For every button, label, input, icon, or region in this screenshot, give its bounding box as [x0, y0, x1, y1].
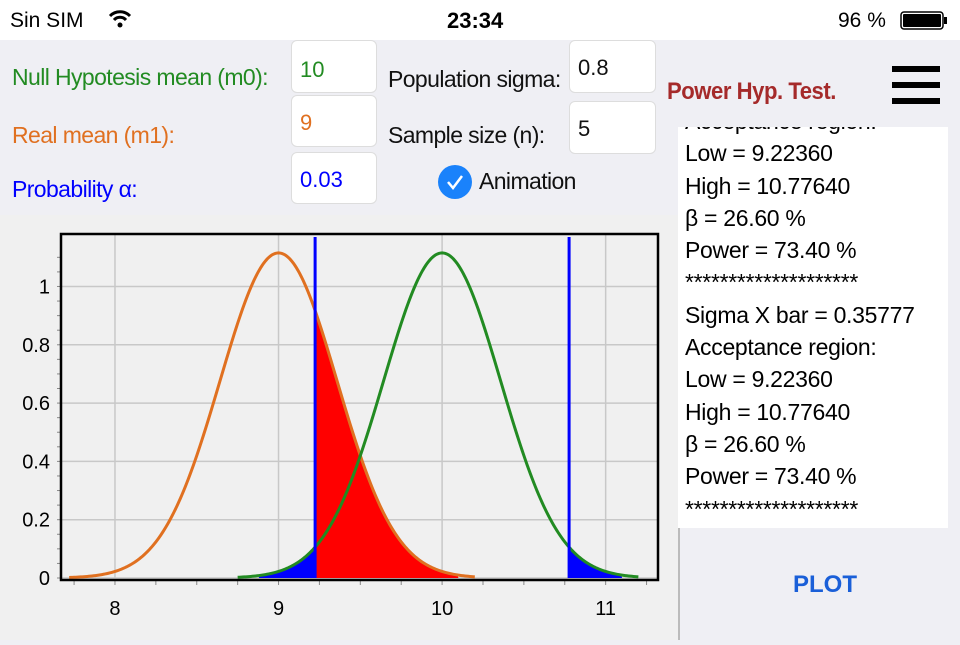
distribution-chart: 8 9 10 11 0 0.2 0.4 0.6 0.8 1 [0, 215, 678, 640]
x-tick-label: 11 [595, 598, 616, 620]
m0-input[interactable]: 10 [291, 40, 377, 93]
y-tick-label: 1 [39, 276, 50, 298]
real-mean-curve [69, 251, 475, 579]
result-line: Low = 9.22360 [685, 366, 833, 393]
status-bar: Sin SIM 23:34 96 % [0, 0, 960, 40]
result-line: Low = 9.22360 [685, 140, 833, 167]
plot-button[interactable]: PLOT [793, 571, 857, 598]
x-tick-label: 9 [273, 598, 284, 620]
m1-input[interactable]: 9 [291, 95, 377, 147]
y-tick-label: 0.8 [22, 335, 50, 357]
result-line: ******************** [685, 269, 859, 296]
alpha-label: Probability α: [12, 176, 138, 202]
result-line: ******************** [685, 495, 859, 522]
animation-label: Animation [479, 168, 576, 194]
results-text[interactable]: Acceptance region: Low = 9.22360 High = 10… [678, 127, 948, 528]
clock: 23:34 [447, 8, 504, 33]
result-line: Power = 73.40 % [685, 237, 857, 264]
sigma-input[interactable]: 0.8 [569, 40, 656, 93]
filled-region-beta [315, 310, 459, 578]
wifi-icon [108, 8, 132, 36]
plot-frame [59, 232, 660, 582]
battery-percent: 96 % [838, 9, 886, 32]
result-line: β = 26.60 % [685, 430, 806, 457]
alpha-input[interactable]: 0.03 [291, 152, 377, 204]
result-line: Sigma X bar = 0.35777 [685, 301, 915, 328]
m0-label: Null Hypotesis mean (m0): [12, 64, 269, 90]
checkmark-icon [438, 165, 472, 204]
filled-region-alpha-right [569, 547, 623, 578]
x-tick-label: 8 [109, 598, 120, 620]
sample-size-input[interactable]: 5 [569, 101, 656, 154]
sample-size-label: Sample size (n): [388, 122, 545, 148]
result-line: β = 26.60 % [685, 204, 806, 231]
x-tick-label: 10 [431, 598, 453, 620]
animation-checkbox[interactable]: Animation [438, 165, 598, 199]
app-title: Power Hyp. Test. [667, 78, 836, 105]
hamburger-menu-icon[interactable] [892, 66, 940, 106]
y-tick-label: 0 [39, 568, 50, 590]
battery-icon [900, 11, 948, 37]
filled-region-alpha-left [258, 547, 316, 578]
plot-panel: PLOT [678, 528, 960, 640]
carrier-label: Sin SIM [10, 9, 84, 32]
null-distribution-curve [237, 251, 639, 579]
result-line: Power = 73.40 % [685, 463, 857, 490]
result-line: High = 10.77640 [685, 172, 850, 199]
y-tick-label: 0.6 [22, 393, 50, 415]
y-tick-label: 0.4 [22, 451, 50, 473]
result-line: Acceptance region: [685, 334, 877, 361]
y-tick-label: 0.2 [22, 510, 50, 532]
m1-label: Real mean (m1): [12, 122, 175, 148]
result-line: High = 10.77640 [685, 398, 850, 425]
sigma-label: Population sigma: [388, 66, 561, 92]
result-line: Acceptance region: [678, 127, 948, 137]
